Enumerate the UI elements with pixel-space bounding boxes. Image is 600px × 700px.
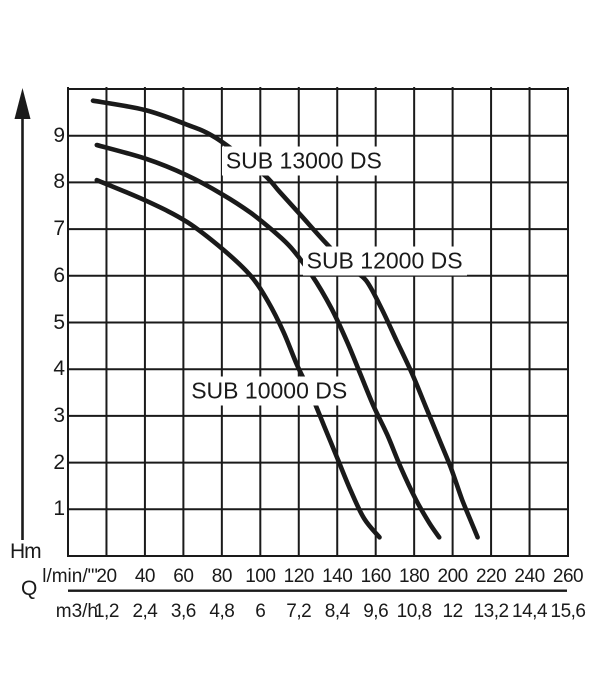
axis-separator-rule — [68, 589, 567, 592]
x-tick-label-lmin: 20 — [96, 566, 117, 587]
x-tick-label-m3h: 12 — [442, 601, 464, 622]
y-axis-arrowhead-icon — [14, 88, 31, 119]
x-tick-label-lmin: 80 — [211, 566, 233, 587]
y-tick-label: 2 — [53, 450, 65, 474]
x-tick-label-lmin: 160 — [360, 566, 392, 587]
x-axis-m3h-unit: m3/h — [55, 601, 98, 622]
x-axis-lmin-unit: l/min/"' — [42, 566, 98, 587]
y-tick-label: 3 — [53, 403, 65, 427]
x-tick-label-m3h: 2,4 — [132, 601, 158, 622]
curve-sub-10000-ds — [94, 177, 382, 540]
x-tick-label-lmin: 140 — [322, 566, 353, 587]
x-tick-label-lmin: 120 — [283, 566, 315, 587]
x-tick-label-m3h: 1,2 — [93, 601, 119, 622]
y-tick-label: 6 — [53, 263, 65, 287]
curve-sub-13000-ds — [90, 98, 480, 540]
curve-label-sub-10000-ds: SUB 10000 DS — [187, 376, 352, 406]
x-tick-label-m3h: 8,4 — [324, 601, 350, 622]
y-tick-label: 9 — [53, 123, 65, 147]
y-tick-label: 5 — [53, 310, 65, 334]
x-tick-label-lmin: 100 — [245, 566, 276, 587]
x-tick-label-lmin: 200 — [437, 566, 469, 587]
curve-label-sub-13000-ds: SUB 13000 DS — [221, 146, 386, 176]
x-tick-label-m3h: 7,2 — [286, 601, 312, 622]
x-tick-label-m3h: 3,6 — [170, 601, 196, 622]
x-tick-label-m3h: 6 — [255, 601, 266, 622]
x-tick-label-lmin: 260 — [552, 566, 584, 587]
curve-label-sub-12000-ds: SUB 12000 DS — [302, 246, 467, 276]
x-tick-label-m3h: 10,8 — [396, 601, 432, 622]
x-tick-label-lmin: 40 — [134, 566, 156, 587]
y-tick-label: 8 — [53, 170, 65, 194]
x-tick-label-m3h: 15,6 — [550, 601, 586, 622]
x-axis-unit-label: Q — [21, 577, 37, 600]
x-tick-label-m3h: 4,8 — [209, 601, 235, 622]
x-tick-label-m3h: 9,6 — [363, 601, 389, 622]
y-tick-label: 4 — [53, 357, 65, 381]
curve-sub-12000-ds — [94, 142, 442, 540]
y-tick-label: 1 — [53, 497, 65, 521]
x-tick-label-lmin: 60 — [173, 566, 194, 587]
x-tick-label-m3h: 13,2 — [473, 601, 509, 622]
y-axis-unit-label: Hm — [10, 540, 42, 563]
x-tick-label-lmin: 220 — [475, 566, 507, 587]
x-tick-label-lmin: 180 — [399, 566, 430, 587]
y-tick-label: 7 — [53, 217, 65, 241]
x-tick-label-m3h: 14,4 — [512, 601, 548, 622]
x-tick-label-lmin: 240 — [514, 566, 545, 587]
